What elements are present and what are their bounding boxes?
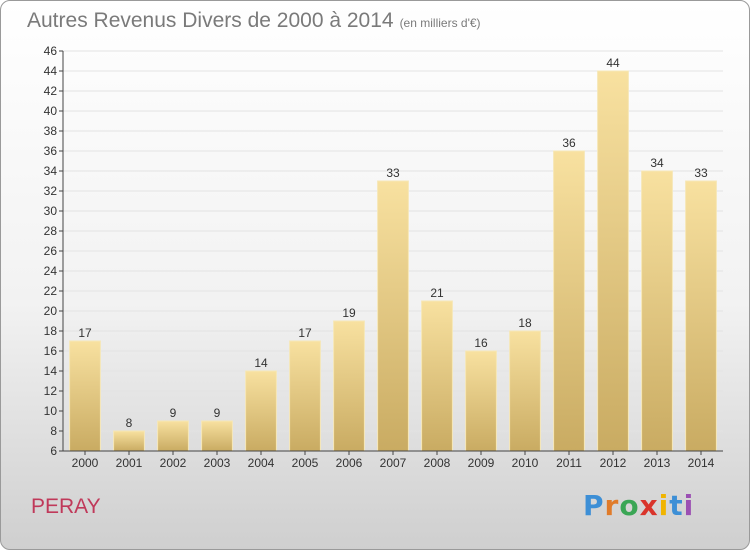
y-tick-label: 10 <box>44 404 58 418</box>
logo-letter: o <box>619 489 640 522</box>
bar-2006 <box>333 320 365 452</box>
data-label: 33 <box>386 166 400 180</box>
y-tick-label: 40 <box>44 104 58 118</box>
y-tick-label: 42 <box>44 84 58 98</box>
x-tick-label: 2013 <box>644 456 671 470</box>
data-label: 17 <box>78 326 92 340</box>
bar-2009 <box>465 350 497 452</box>
title-unit: (en milliers d'€) <box>399 16 481 30</box>
data-label: 34 <box>650 156 664 170</box>
data-label: 8 <box>126 416 133 430</box>
y-tick-label: 44 <box>44 64 58 78</box>
y-tick-label: 20 <box>44 304 58 318</box>
y-tick-label: 22 <box>44 284 58 298</box>
bar-2012 <box>597 70 629 452</box>
commune-name: PERAY <box>31 495 101 518</box>
data-labels: 17 8 9 9 14 17 19 33 21 16 18 36 44 34 33 <box>78 56 708 430</box>
x-tick-label: 2012 <box>600 456 627 470</box>
bar-2011 <box>553 150 585 452</box>
bar-2002 <box>157 420 189 452</box>
x-tick-label: 2005 <box>292 456 319 470</box>
bar-2000 <box>69 340 101 452</box>
y-tick-label: 6 <box>50 444 57 458</box>
title-text: Autres Revenus Divers de 2000 à 2014 <box>27 9 394 32</box>
bar-2008 <box>421 300 453 452</box>
y-tick-label: 38 <box>44 124 58 138</box>
data-label: 17 <box>298 326 312 340</box>
y-tick-label: 26 <box>44 244 58 258</box>
bar-2003 <box>201 420 233 452</box>
data-label: 14 <box>254 356 268 370</box>
logo-letter: i <box>658 489 670 522</box>
bar-2001 <box>113 430 145 452</box>
logo-letter: t <box>669 489 684 522</box>
logo-letter: r <box>604 489 620 522</box>
x-tick-label: 2003 <box>204 456 231 470</box>
data-label: 16 <box>474 336 488 350</box>
bar-2014 <box>685 180 717 452</box>
data-label: 18 <box>518 316 532 330</box>
bar-2013 <box>641 170 673 452</box>
bar-2007 <box>377 180 409 452</box>
y-tick-label: 28 <box>44 224 58 238</box>
y-tick-label: 14 <box>44 364 58 378</box>
logo-letter: P <box>583 489 605 522</box>
bar-2004 <box>245 370 277 452</box>
data-label: 44 <box>606 56 620 70</box>
x-tick-label: 2000 <box>72 456 99 470</box>
x-tick-label: 2008 <box>424 456 451 470</box>
y-tick-label: 32 <box>44 184 58 198</box>
x-tick-label: 2002 <box>160 456 187 470</box>
x-tick-label: 2009 <box>468 456 495 470</box>
axes: 6 8 10 12 14 16 18 20 22 24 26 28 30 32 34 36 38 40 42 44 46… <box>44 44 723 470</box>
y-tick-label: 24 <box>44 264 58 278</box>
x-tick-label: 2004 <box>248 456 275 470</box>
y-tick-label: 8 <box>50 424 57 438</box>
bar-2010 <box>509 330 541 452</box>
data-label: 21 <box>430 286 444 300</box>
logo-letter: i <box>683 489 695 522</box>
x-tick-label: 2001 <box>116 456 143 470</box>
data-label: 9 <box>214 406 221 420</box>
logo-letter: x <box>639 489 659 522</box>
y-tick-label: 16 <box>44 344 58 358</box>
y-tick-label: 30 <box>44 204 58 218</box>
x-tick-label: 2011 <box>556 456 582 470</box>
y-tick-label: 34 <box>44 164 58 178</box>
data-label: 19 <box>342 306 356 320</box>
data-label: 33 <box>694 166 708 180</box>
bars <box>69 70 717 452</box>
data-label: 9 <box>170 406 177 420</box>
y-tick-label: 36 <box>44 144 58 158</box>
y-tick-label: 12 <box>44 384 58 398</box>
data-label: 36 <box>562 136 576 150</box>
x-tick-label: 2006 <box>336 456 363 470</box>
bar-2005 <box>289 340 321 452</box>
y-tick-label: 18 <box>44 324 58 338</box>
proxiti-logo: Proxiti <box>583 489 694 522</box>
chart-title: Autres Revenus Divers de 2000 à 2014 (en … <box>27 9 481 33</box>
y-tick-label: 46 <box>44 44 58 58</box>
x-tick-label: 2010 <box>512 456 539 470</box>
x-tick-label: 2014 <box>688 456 715 470</box>
x-tick-label: 2007 <box>380 456 407 470</box>
